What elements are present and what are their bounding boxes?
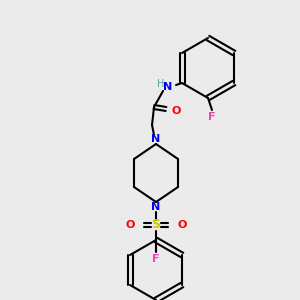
Text: F: F: [152, 254, 160, 264]
Text: O: O: [125, 220, 135, 230]
Text: N: N: [152, 134, 160, 144]
Text: N: N: [152, 202, 160, 212]
Text: S: S: [152, 218, 160, 232]
Text: N: N: [164, 82, 172, 92]
Text: O: O: [171, 106, 181, 116]
Text: F: F: [208, 112, 216, 122]
Text: H: H: [157, 79, 165, 89]
Text: O: O: [177, 220, 187, 230]
